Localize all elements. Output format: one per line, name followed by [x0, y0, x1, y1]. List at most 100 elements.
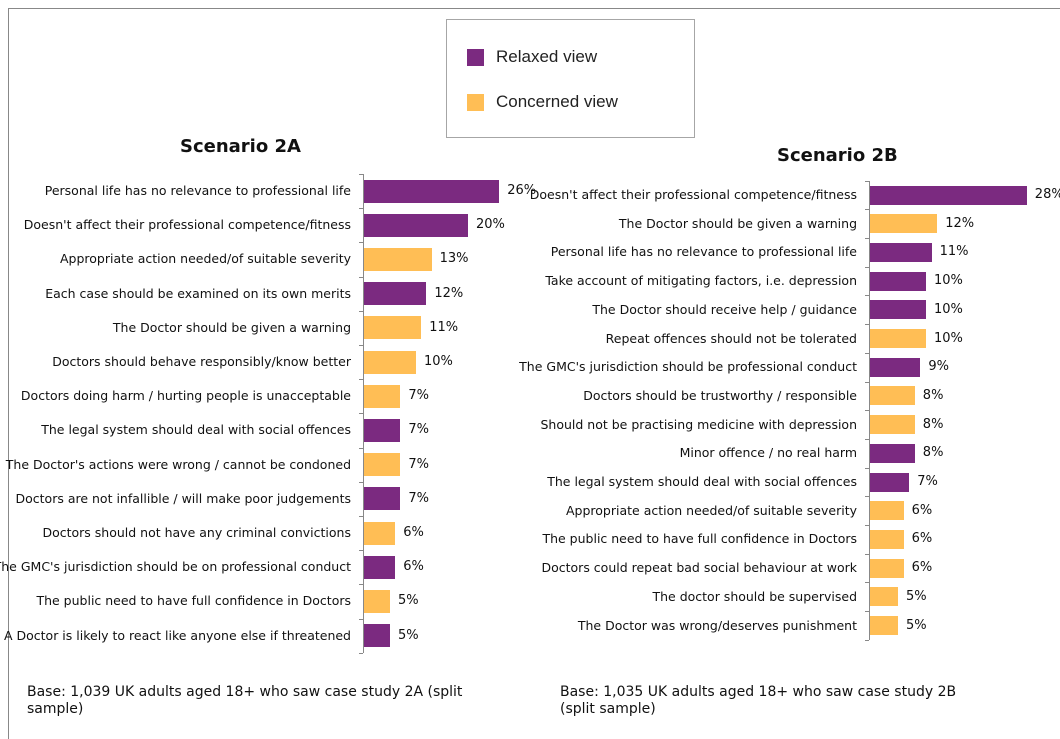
category-label: Doesn't affect their professional compet…: [529, 187, 857, 202]
data-label: 6%: [911, 531, 933, 547]
y-axis-tick: [865, 266, 869, 268]
y-axis-tick: [359, 584, 363, 586]
category-label: The GMC's jurisdiction should be on prof…: [0, 559, 351, 575]
legend-swatch-relaxed: [467, 48, 484, 66]
y-axis-tick: [359, 276, 363, 278]
category-label: The Doctor was wrong/deserves punishment: [577, 617, 857, 633]
legend-item-concerned: Concerned view: [467, 92, 618, 112]
y-axis-tick: [359, 618, 363, 620]
y-axis-tick: [865, 180, 869, 182]
category-label: The public need to have full confidence …: [542, 531, 857, 547]
bar-relaxed: [364, 418, 401, 442]
category-label: The Doctor should receive help / guidanc…: [592, 301, 857, 317]
data-label: 13%: [439, 251, 469, 267]
data-label: 12%: [945, 215, 975, 231]
bar-concerned: [870, 587, 898, 607]
category-label: Appropriate action needed/of suitable se…: [60, 251, 351, 267]
y-axis-tick: [359, 208, 363, 210]
bar-relaxed: [364, 555, 396, 579]
data-label: 28%: [1034, 187, 1060, 202]
category-label: Personal life has no relevance to profes…: [550, 244, 857, 260]
category-label: Repeat offences should not be tolerated: [605, 330, 857, 346]
data-label: 8%: [922, 445, 944, 461]
y-axis-tick: [359, 515, 363, 517]
bar-concerned: [870, 329, 926, 348]
y-axis-tick: [865, 352, 869, 354]
data-label: 10%: [934, 301, 963, 317]
bar-concerned: [364, 247, 432, 271]
y-axis-tick: [359, 413, 363, 415]
y-axis-tick: [865, 238, 869, 240]
bar-concerned: [364, 350, 416, 374]
data-label: 7%: [917, 474, 938, 489]
data-label: 9%: [928, 359, 950, 375]
y-axis-tick: [359, 173, 363, 175]
category-label: The Doctor's actions were wrong / cannot…: [5, 456, 351, 472]
bar-relaxed: [364, 179, 500, 203]
bar-relaxed: [364, 624, 390, 648]
bar-concerned: [870, 616, 898, 635]
data-label: 5%: [398, 627, 419, 643]
category-label: Should not be practising medicine with d…: [540, 416, 857, 432]
bar-relaxed: [870, 357, 921, 377]
y-axis-tick: [865, 582, 869, 584]
data-label: 6%: [911, 502, 933, 518]
category-label: Take account of mitigating factors, i.e.…: [545, 273, 857, 289]
y-axis-tick: [865, 295, 869, 297]
y-axis-tick: [865, 324, 869, 326]
bar-relaxed: [870, 185, 1027, 205]
bar-relaxed: [364, 487, 401, 511]
y-axis-tick: [865, 525, 869, 527]
category-label: Doctors should not have any criminal con…: [42, 525, 351, 540]
category-label: A Doctor is likely to react like anyone …: [3, 627, 351, 643]
legend-item-relaxed: Relaxed view: [467, 47, 597, 67]
data-label: 12%: [434, 285, 464, 301]
y-axis-tick: [865, 467, 869, 469]
bar-concerned: [870, 501, 904, 521]
data-label: 11%: [429, 319, 459, 335]
bar-relaxed: [364, 213, 468, 237]
y-axis-tick: [865, 611, 869, 613]
data-label: 7%: [408, 388, 430, 404]
data-label: 20%: [476, 217, 505, 233]
data-label: 6%: [403, 559, 424, 575]
bar-concerned: [870, 214, 938, 234]
category-label: Appropriate action needed/of suitable se…: [566, 502, 857, 518]
chart-title-2b: Scenario 2B: [777, 145, 898, 166]
bar-concerned: [364, 589, 390, 613]
y-axis-tick: [865, 553, 869, 555]
chart-title-2a: Scenario 2A: [180, 136, 301, 157]
bar-concerned: [364, 521, 396, 545]
y-axis-tick: [865, 496, 869, 498]
category-label: The legal system should deal with social…: [41, 422, 351, 438]
data-label: 7%: [408, 490, 430, 506]
data-label: 7%: [408, 422, 430, 438]
data-label: 10%: [934, 330, 963, 346]
y-axis-tick: [359, 652, 363, 654]
category-label: The legal system should deal with social…: [547, 474, 857, 489]
category-label: Each case should be examined on its own …: [45, 285, 351, 301]
data-label: 10%: [424, 354, 453, 369]
y-axis-tick: [359, 379, 363, 381]
data-label: 7%: [408, 456, 430, 472]
data-label: 6%: [911, 560, 933, 576]
category-label: The Doctor should be given a warning: [618, 215, 857, 231]
base-note-2b: Base: 1,035 UK adults aged 18+ who saw c…: [560, 684, 957, 717]
category-label: Personal life has no relevance to profes…: [44, 183, 351, 198]
data-label: 8%: [922, 387, 944, 403]
bar-relaxed: [870, 242, 932, 262]
data-label: 6%: [403, 525, 424, 540]
category-label: Doesn't affect their professional compet…: [23, 217, 351, 233]
y-axis-tick: [865, 381, 869, 383]
data-label: 5%: [906, 588, 927, 604]
y-axis-tick: [359, 344, 363, 346]
category-label: The public need to have full confidence …: [36, 593, 351, 609]
bar-concerned: [870, 415, 915, 435]
chart-legend: Relaxed view Concerned view: [446, 19, 695, 138]
y-axis-tick: [359, 310, 363, 312]
category-label: Doctors doing harm / hurting people is u…: [20, 388, 351, 404]
category-label: Minor offence / no real harm: [679, 445, 857, 461]
bar-concerned: [870, 558, 904, 578]
y-axis-tick: [865, 438, 869, 440]
category-label: Doctors should be trustworthy / responsi…: [583, 387, 857, 403]
